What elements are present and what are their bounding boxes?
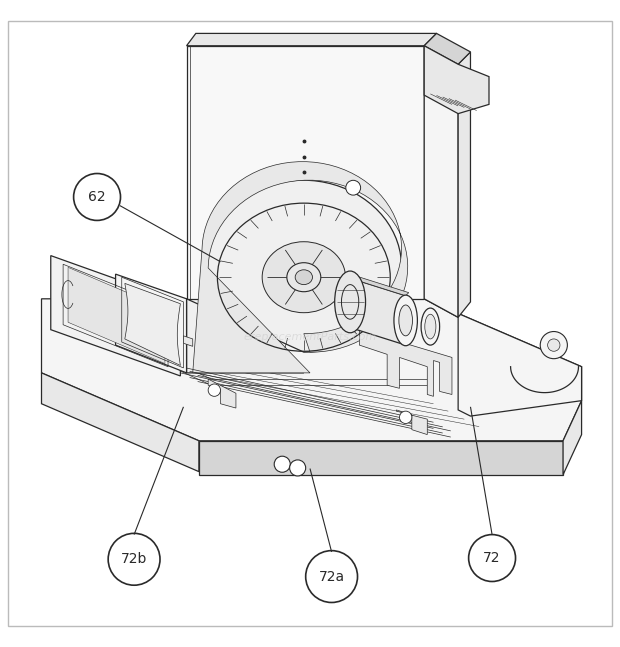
Text: 62: 62: [88, 190, 106, 204]
Polygon shape: [396, 410, 427, 435]
Circle shape: [208, 384, 221, 397]
Polygon shape: [208, 379, 236, 408]
Ellipse shape: [262, 242, 345, 313]
Polygon shape: [424, 299, 582, 416]
Polygon shape: [42, 299, 582, 441]
Ellipse shape: [335, 271, 366, 333]
Ellipse shape: [421, 308, 440, 345]
Ellipse shape: [394, 295, 417, 345]
Polygon shape: [458, 52, 471, 317]
Ellipse shape: [399, 305, 412, 336]
Text: ereplacementParts.com: ereplacementParts.com: [244, 332, 376, 342]
Text: 72b: 72b: [121, 553, 148, 566]
Circle shape: [290, 460, 306, 476]
Polygon shape: [424, 46, 458, 317]
Polygon shape: [184, 336, 193, 346]
Polygon shape: [68, 267, 165, 364]
Polygon shape: [187, 46, 424, 299]
Polygon shape: [424, 46, 489, 114]
Circle shape: [540, 331, 567, 358]
Polygon shape: [347, 274, 409, 296]
Ellipse shape: [342, 285, 359, 319]
Text: 72a: 72a: [319, 569, 345, 584]
Polygon shape: [199, 441, 563, 475]
Polygon shape: [424, 34, 471, 64]
Polygon shape: [51, 256, 180, 376]
Polygon shape: [193, 162, 408, 373]
Circle shape: [274, 456, 290, 472]
Polygon shape: [347, 277, 405, 345]
Polygon shape: [187, 34, 436, 46]
Circle shape: [108, 533, 160, 585]
Polygon shape: [115, 274, 187, 373]
Ellipse shape: [295, 270, 312, 285]
Ellipse shape: [287, 263, 321, 292]
Polygon shape: [125, 283, 180, 366]
Polygon shape: [563, 400, 582, 475]
Text: 72: 72: [484, 551, 501, 565]
Circle shape: [346, 181, 361, 195]
Circle shape: [469, 534, 516, 582]
Ellipse shape: [425, 314, 436, 339]
Polygon shape: [360, 330, 452, 397]
Circle shape: [74, 173, 120, 221]
Polygon shape: [187, 181, 402, 373]
Circle shape: [399, 411, 412, 424]
Circle shape: [306, 551, 358, 602]
Circle shape: [547, 339, 560, 351]
Polygon shape: [42, 373, 199, 472]
